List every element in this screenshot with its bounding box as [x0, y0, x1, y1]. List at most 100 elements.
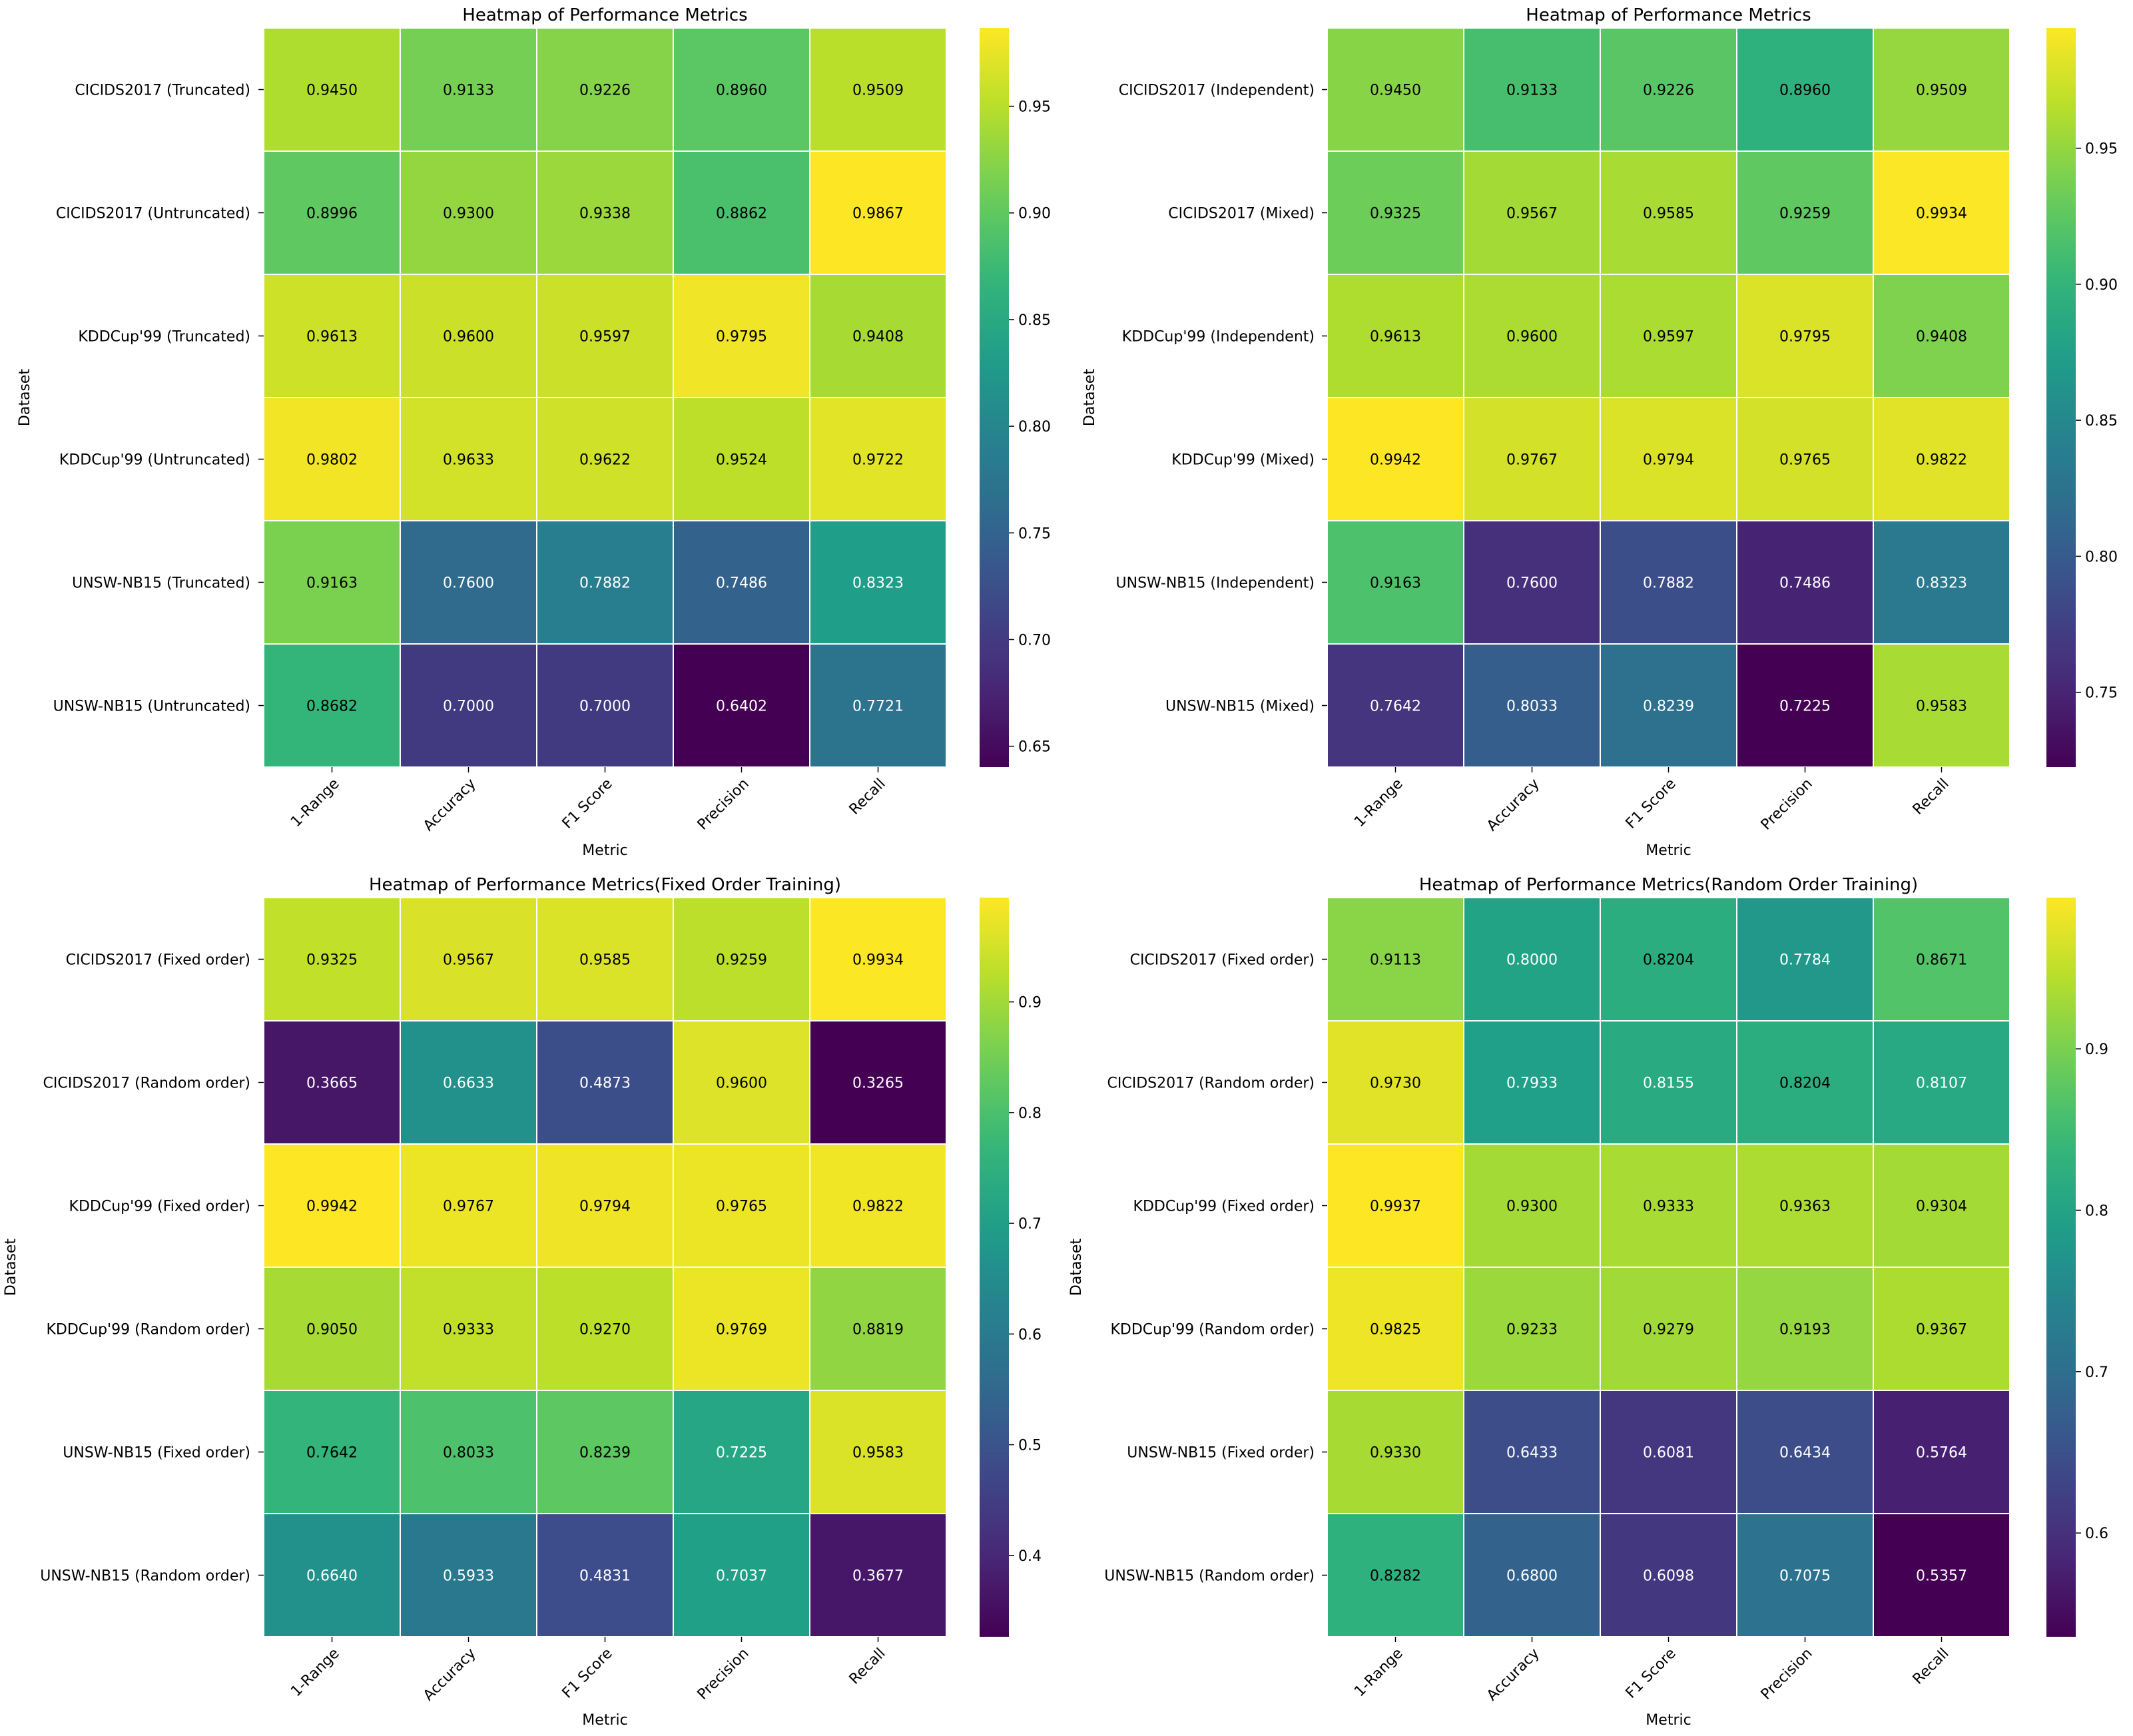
- heatmap-cell: [400, 397, 537, 521]
- heatmap-cell: [536, 1390, 674, 1514]
- x-axis-label: Metric: [582, 1712, 627, 1729]
- heatmap-cell: [1463, 397, 1601, 521]
- heatmap-cell: [1463, 274, 1601, 398]
- heatmap-panel-2: Heatmap of Performance Metrics 0.9450 0.91…: [1081, 5, 2118, 859]
- x-tick-label: Recall: [1910, 776, 1953, 818]
- y-axis-label: Dataset: [1068, 1239, 1085, 1297]
- cell-value-label: 0.6098: [1643, 1568, 1694, 1585]
- heatmap-cell: [809, 150, 947, 275]
- cell-value-label: 0.9794: [1643, 452, 1694, 469]
- cell-value-label: 0.9408: [1916, 329, 1967, 346]
- cell-value-label: 0.8155: [1643, 1075, 1694, 1092]
- cell-value-label: 0.9730: [1370, 1075, 1421, 1092]
- heatmap-cell: [809, 27, 947, 152]
- x-tick-label: Accuracy: [420, 776, 479, 835]
- cell-value-label: 0.9583: [852, 1445, 904, 1462]
- cell-value-label: 0.9259: [716, 952, 767, 969]
- heatmap-cell: [263, 1513, 401, 1637]
- x-tick-label: 1-Range: [1351, 1645, 1406, 1700]
- heatmap-cell: [1463, 1020, 1601, 1145]
- cell-value-label: 0.7933: [1506, 1075, 1558, 1092]
- colorbar-tick-label: 0.4: [1018, 1548, 1042, 1565]
- cell-value-label: 0.9767: [1506, 452, 1558, 469]
- y-axis-label: Dataset: [1081, 369, 1098, 427]
- y-tick-label: KDDCup'99 (Random order): [46, 1322, 250, 1338]
- cell-value-label: 0.8323: [1916, 575, 1967, 592]
- cell-value-label: 0.8323: [852, 575, 904, 592]
- y-tick-label: KDDCup'99 (Fixed order): [1133, 1199, 1315, 1215]
- heatmap-cell: [673, 1020, 810, 1145]
- colorbar-tick-label: 0.7: [1018, 1216, 1042, 1233]
- cell-value-label: 0.9765: [716, 1199, 767, 1215]
- heatmap-cell: [536, 397, 674, 521]
- cell-value-label: 0.9338: [579, 206, 631, 222]
- cell-value-label: 0.4831: [579, 1568, 631, 1585]
- heatmap-cell: [1873, 1143, 2010, 1268]
- y-tick-label: KDDCup'99 (Random order): [1110, 1322, 1315, 1338]
- colorbar: [2046, 898, 2076, 1637]
- cell-value-label: 0.9597: [579, 329, 631, 346]
- heatmap-cell: [1600, 274, 1737, 398]
- heatmap-cell: [536, 643, 674, 768]
- heatmap-cell: [1873, 1020, 2010, 1145]
- heatmap-cell: [1873, 1513, 2010, 1637]
- colorbar-tick-label: 0.70: [1018, 632, 1051, 649]
- cell-value-label: 0.8033: [443, 1445, 494, 1462]
- cell-value-label: 0.6640: [306, 1568, 358, 1585]
- cell-value-label: 0.7075: [1779, 1568, 1831, 1585]
- colorbar: [980, 28, 1009, 767]
- cell-value-label: 0.9794: [579, 1199, 631, 1215]
- chart-title: Heatmap of Performance Metrics(Random Or…: [1419, 875, 1918, 895]
- x-tick-label: Recall: [846, 1645, 889, 1688]
- heatmap-cell: [536, 274, 674, 398]
- cell-value-label: 0.9600: [443, 329, 494, 346]
- cell-value-label: 0.8282: [1370, 1568, 1421, 1585]
- x-axis-label: Metric: [1646, 1712, 1691, 1729]
- x-tick-label: Precision: [695, 776, 753, 834]
- x-tick-label: Recall: [846, 776, 889, 818]
- heatmap-cell: [1736, 274, 1874, 398]
- colorbar-tick-label: 0.8: [1018, 1105, 1042, 1122]
- y-tick-label: KDDCup'99 (Fixed order): [69, 1199, 250, 1215]
- cell-value-label: 0.9509: [1916, 83, 1967, 99]
- cell-value-label: 0.9363: [1779, 1199, 1831, 1215]
- heatmap-cell: [673, 1390, 810, 1514]
- heatmap-cell: [1873, 150, 2010, 275]
- cell-value-label: 0.7882: [579, 575, 631, 592]
- y-tick-label: KDDCup'99 (Mixed): [1171, 452, 1315, 469]
- heatmap-cell: [1327, 27, 1464, 152]
- heatmap-cell: [1736, 150, 1874, 275]
- cell-value-label: 0.9585: [579, 952, 631, 969]
- heatmap-cell: [1736, 1267, 1874, 1391]
- x-tick-label: Precision: [695, 1645, 753, 1703]
- y-tick-label: KDDCup'99 (Independent): [1122, 329, 1315, 346]
- colorbar-tick-label: 0.6: [2085, 1526, 2108, 1542]
- cell-value-label: 0.8862: [716, 206, 767, 222]
- cell-value-label: 0.9600: [1506, 329, 1558, 346]
- x-tick-label: F1 Score: [1623, 776, 1679, 832]
- cell-value-label: 0.9822: [1916, 452, 1967, 469]
- x-tick-label: Accuracy: [1484, 776, 1543, 835]
- cell-value-label: 0.9937: [1370, 1199, 1421, 1215]
- cell-value-label: 0.9795: [716, 329, 767, 346]
- cell-value-label: 0.8107: [1916, 1075, 1967, 1092]
- y-tick-label: CICIDS2017 (Untruncated): [56, 206, 250, 222]
- cell-value-label: 0.8960: [716, 83, 767, 99]
- heatmap-cell: [536, 1513, 674, 1637]
- cell-value-label: 0.9333: [1643, 1199, 1694, 1215]
- cell-value-label: 0.9613: [306, 329, 358, 346]
- cell-value-label: 0.9802: [306, 452, 358, 469]
- cell-value-label: 0.9633: [443, 452, 494, 469]
- heatmap-cell: [400, 1020, 537, 1145]
- cell-value-label: 0.9113: [1370, 952, 1421, 969]
- heatmap-cell: [536, 520, 674, 645]
- cell-value-label: 0.3265: [852, 1075, 904, 1092]
- heatmap-cell: [1736, 897, 1874, 1021]
- heatmap-cell: [400, 1390, 537, 1514]
- heatmap-cell: [1327, 1267, 1464, 1391]
- heatmap-cell: [809, 1020, 947, 1145]
- chart-title: Heatmap of Performance Metrics: [462, 5, 747, 25]
- y-tick-label: UNSW-NB15 (Independent): [1116, 575, 1315, 592]
- cell-value-label: 0.8819: [852, 1322, 904, 1338]
- x-tick-label: Precision: [1758, 1645, 1816, 1703]
